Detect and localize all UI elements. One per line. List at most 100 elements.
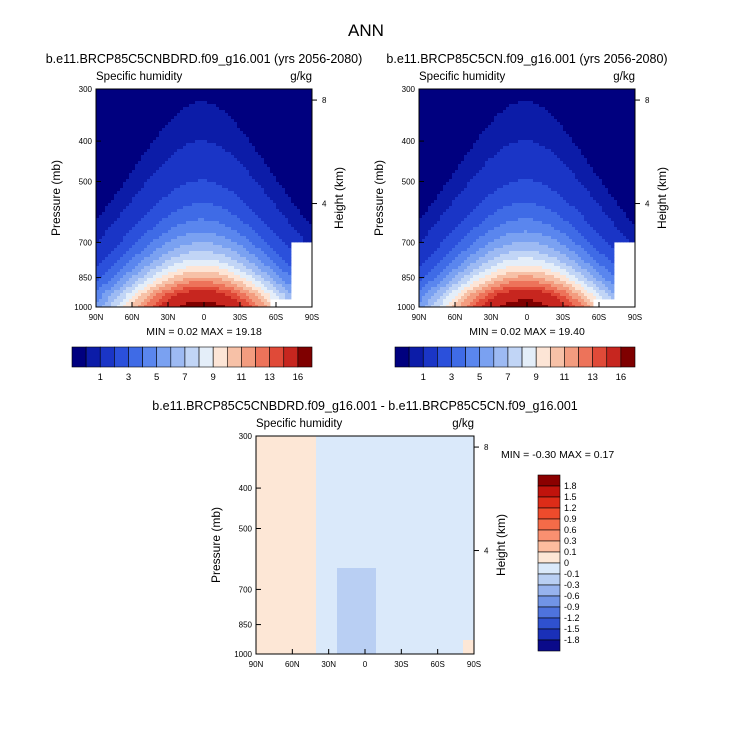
- field-cell: [108, 281, 112, 285]
- field-cell: [123, 299, 127, 303]
- field-cell: [213, 164, 217, 168]
- field-cell: [123, 263, 127, 267]
- field-cell: [171, 95, 175, 99]
- field-cell: [273, 116, 277, 120]
- field-cell: [114, 188, 118, 192]
- field-cell: [267, 182, 271, 186]
- field-cell: [261, 197, 265, 201]
- field-cell: [252, 164, 256, 168]
- field-cell: [171, 113, 175, 117]
- field-cell: [189, 167, 193, 171]
- field-cell: [171, 221, 175, 225]
- field-cell: [117, 212, 121, 216]
- field-cell: [129, 230, 133, 234]
- field-cell: [252, 251, 256, 255]
- field-cell: [201, 230, 205, 234]
- field-cell: [108, 176, 112, 180]
- field-cell: [165, 245, 169, 249]
- field-cell: [192, 143, 196, 147]
- field-cell: [213, 98, 217, 102]
- field-cell: [192, 278, 196, 282]
- field-cell: [213, 143, 217, 147]
- field-cell: [189, 155, 193, 159]
- field-cell: [159, 266, 163, 270]
- field-cell: [129, 95, 133, 99]
- field-cell: [183, 89, 187, 93]
- field-cell: [219, 233, 223, 237]
- field-cell: [132, 287, 136, 291]
- field-cell: [249, 176, 253, 180]
- field-cell: [192, 170, 196, 174]
- field-cell: [183, 179, 187, 183]
- field-cell: [168, 260, 172, 264]
- field-cell: [243, 209, 247, 213]
- field-cell: [144, 263, 148, 267]
- field-cell: [303, 239, 307, 243]
- field-cell: [243, 200, 247, 204]
- field-cell: [210, 251, 214, 255]
- field-cell: [177, 98, 181, 102]
- field-cell: [147, 101, 151, 105]
- field-cell: [285, 101, 289, 105]
- field-cell: [132, 92, 136, 96]
- field-cell: [117, 191, 121, 195]
- field-cell: [288, 155, 292, 159]
- field-cell: [216, 161, 220, 165]
- field-cell: [201, 170, 205, 174]
- field-cell: [255, 257, 259, 261]
- field-cell: [258, 287, 262, 291]
- field-cell: [147, 212, 151, 216]
- field-cell: [144, 185, 148, 189]
- field-cell: [204, 263, 208, 267]
- field-cell: [174, 236, 178, 240]
- field-cell: [108, 167, 112, 171]
- field-cell: [96, 218, 100, 222]
- field-cell: [240, 191, 244, 195]
- field-cell: [120, 290, 124, 294]
- field-cell: [228, 104, 232, 108]
- field-cell: [297, 173, 301, 177]
- field-cell: [144, 191, 148, 195]
- field-cell: [207, 146, 211, 150]
- field-cell: [222, 89, 226, 93]
- field-cell: [210, 101, 214, 105]
- field-cell: [186, 302, 190, 306]
- field-cell: [162, 290, 166, 294]
- field-cell: [192, 230, 196, 234]
- field-cell: [267, 143, 271, 147]
- field-cell: [174, 158, 178, 162]
- field-cell: [147, 188, 151, 192]
- field-cell: [177, 290, 181, 294]
- field-cell: [102, 134, 106, 138]
- field-cell: [264, 242, 268, 246]
- field-cell: [174, 296, 178, 300]
- field-cell: [270, 200, 274, 204]
- field-cell: [204, 140, 208, 144]
- field-cell: [117, 275, 121, 279]
- field-cell: [237, 146, 241, 150]
- field-cell: [99, 155, 103, 159]
- field-cell: [273, 203, 277, 207]
- field-cell: [282, 188, 286, 192]
- field-cell: [246, 128, 250, 132]
- field-cell: [234, 131, 238, 135]
- field-cell: [105, 119, 109, 123]
- field-cell: [171, 296, 175, 300]
- field-cell: [306, 101, 310, 105]
- field-cell: [288, 218, 292, 222]
- field-cell: [201, 287, 205, 291]
- field-cell: [261, 191, 265, 195]
- field-cell: [270, 101, 274, 105]
- field-cell: [234, 272, 238, 276]
- field-cell: [183, 269, 187, 273]
- field-cell: [219, 197, 223, 201]
- field-cell: [105, 206, 109, 210]
- field-cell: [258, 185, 262, 189]
- field-cell: [258, 164, 262, 168]
- field-cell: [102, 119, 106, 123]
- field-cell: [99, 218, 103, 222]
- field-cell: [138, 176, 142, 180]
- field-cell: [267, 266, 271, 270]
- field-cell: [135, 278, 139, 282]
- field-cell: [183, 254, 187, 258]
